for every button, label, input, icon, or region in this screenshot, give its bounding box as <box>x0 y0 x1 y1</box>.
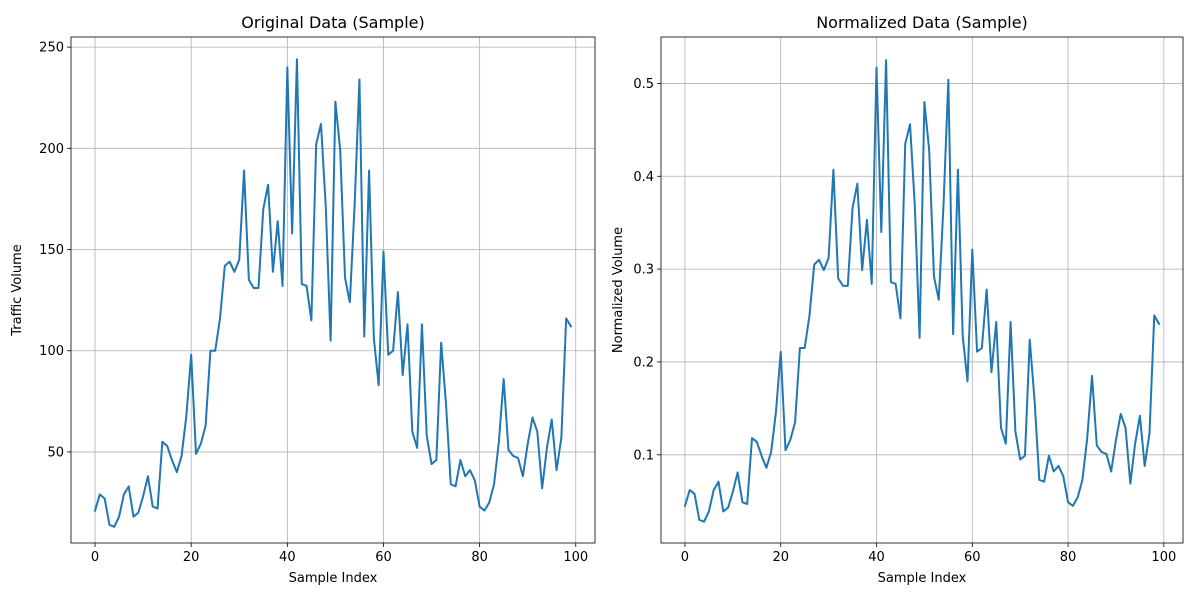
normalized-data-panel: 0 20 40 60 80 100 0.1 0.2 0.3 0.4 0.5 Normalized D… <box>611 13 1184 586</box>
original-series <box>93 58 573 528</box>
original-x-axis-label: Sample Index <box>289 571 378 586</box>
original-y-tick-label: 100 <box>39 344 64 359</box>
original-data-panel: 0 20 40 60 80 100 50 100 150 200 250 Original Data… <box>10 13 596 586</box>
normalized-x-tick-label: 20 <box>772 550 789 565</box>
normalized-y-axis-label: Normalized Volume <box>611 227 626 353</box>
original-x-tick-label: 40 <box>279 550 296 565</box>
normalized-x-tick-label: 60 <box>964 550 981 565</box>
normalized-x-tick-label: 40 <box>868 550 885 565</box>
normalized-x-tick-label: 100 <box>1151 550 1176 565</box>
original-y-tick-label: 150 <box>39 243 64 258</box>
original-x-tick-label: 60 <box>375 550 392 565</box>
original-x-tick-label: 20 <box>183 550 200 565</box>
normalized-axes-frame <box>660 36 1184 544</box>
original-chart-title: Original Data (Sample) <box>241 13 424 32</box>
original-series-line-0 <box>93 58 573 528</box>
normalized-plot-area <box>661 37 1183 543</box>
normalized-grid <box>661 37 1183 543</box>
normalized-x-tick-label: 0 <box>681 550 689 565</box>
normalized-y-tick-label: 0.4 <box>633 170 654 185</box>
original-ticks: 0 20 40 60 80 100 50 100 150 200 250 <box>39 41 588 565</box>
normalized-ticks: 0 20 40 60 80 100 0.1 0.2 0.3 0.4 0.5 <box>633 77 1176 565</box>
original-x-tick-label: 80 <box>471 550 488 565</box>
original-grid <box>71 37 595 543</box>
normalized-series <box>683 59 1161 523</box>
normalized-x-axis-label: Sample Index <box>878 571 967 586</box>
original-x-tick-label: 100 <box>563 550 588 565</box>
normalized-x-tick-label: 80 <box>1060 550 1077 565</box>
normalized-series-line-0 <box>683 59 1161 523</box>
normalized-y-tick-label: 0.1 <box>633 448 654 463</box>
normalized-y-tick-label: 0.2 <box>633 355 654 370</box>
normalized-chart-title: Normalized Data (Sample) <box>816 13 1028 32</box>
original-y-tick-label: 50 <box>47 445 64 460</box>
original-y-tick-label: 250 <box>39 41 64 56</box>
normalized-y-tick-label: 0.3 <box>633 263 654 278</box>
normalized-y-tick-label: 0.5 <box>633 77 654 92</box>
normalized-axes-spines <box>660 36 1184 544</box>
original-x-tick-label: 0 <box>91 550 99 565</box>
original-y-tick-label: 200 <box>39 142 64 157</box>
original-y-axis-label: Traffic Volume <box>10 244 25 337</box>
original-axes-spines <box>70 36 596 544</box>
original-axes-frame <box>70 36 596 544</box>
original-plot-area <box>71 37 595 543</box>
